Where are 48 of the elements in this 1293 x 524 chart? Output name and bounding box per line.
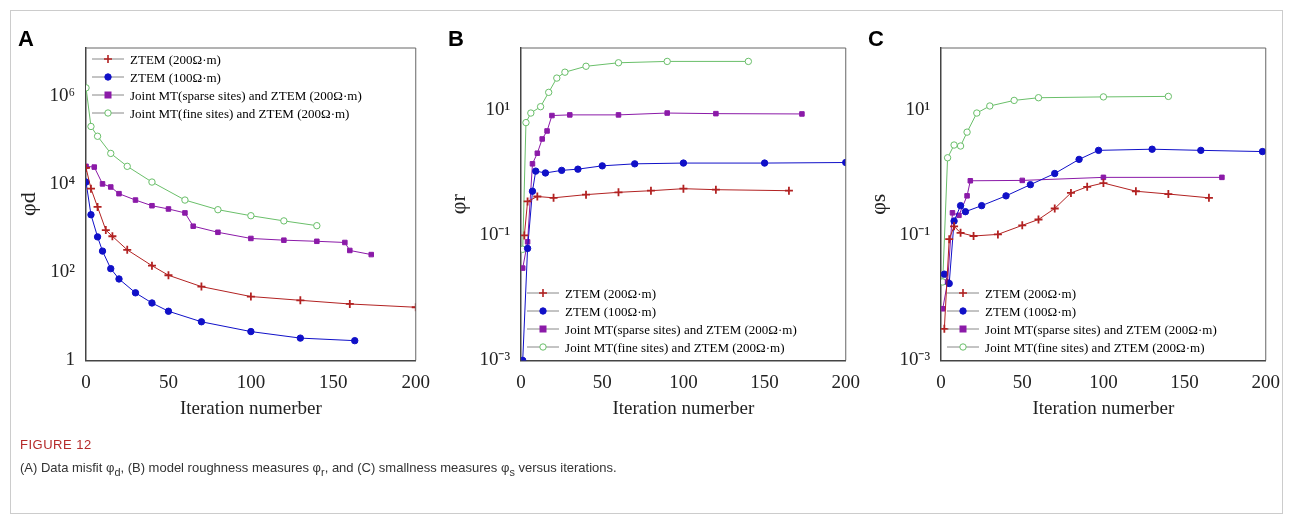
x-tick-label: 200 xyxy=(831,370,860,392)
y-tick-label: 10⁻³ xyxy=(479,348,511,370)
legend-label: ZTEM (100Ω·m) xyxy=(130,68,221,86)
y-axis-title: φr xyxy=(444,193,470,215)
chart-title: A xyxy=(18,26,34,52)
legend-label: Joint MT(fine sites) and ZTEM (200Ω·m) xyxy=(985,338,1205,356)
y-tick-label: 10⁻³ xyxy=(899,348,931,370)
y-axis-title: φd xyxy=(14,192,40,217)
x-tick-label: 50 xyxy=(592,370,612,392)
legend-label: ZTEM (200Ω·m) xyxy=(985,284,1076,302)
legend-label: Joint MT(fine sites) and ZTEM (200Ω·m) xyxy=(565,338,785,356)
x-tick-label: 100 xyxy=(1089,370,1118,392)
legend-label: Joint MT(sparse sites) and ZTEM (200Ω·m) xyxy=(130,86,362,104)
legend-label: ZTEM (200Ω·m) xyxy=(565,284,656,302)
y-tick-label: 10¹ xyxy=(905,98,931,120)
x-axis-title: Iteration numerber xyxy=(612,396,756,418)
legend-label: Joint MT(sparse sites) and ZTEM (200Ω·m) xyxy=(565,320,797,338)
x-tick-label: 50 xyxy=(1012,370,1032,392)
y-tick-label: 10⁻¹ xyxy=(899,223,931,245)
legend-label: ZTEM (100Ω·m) xyxy=(565,302,656,320)
y-tick-label: 10⁶ xyxy=(49,83,76,105)
legend-label: Joint MT(fine sites) and ZTEM (200Ω·m) xyxy=(130,104,350,122)
x-tick-label: 0 xyxy=(81,370,91,392)
y-axis-title: φs xyxy=(864,193,890,215)
y-tick-label: 10⁻¹ xyxy=(479,223,511,245)
chart-title: C xyxy=(868,26,884,52)
y-tick-label: 10¹ xyxy=(485,98,511,120)
caption: FIGURE 12 xyxy=(20,437,93,452)
y-tick-label: 10² xyxy=(50,260,76,282)
x-axis-title: Iteration numerber xyxy=(1032,396,1176,418)
legend-label: ZTEM (200Ω·m) xyxy=(130,50,221,68)
y-tick-label: 1 xyxy=(65,348,76,370)
legend-label: ZTEM (100Ω·m) xyxy=(985,302,1076,320)
x-tick-label: 0 xyxy=(516,370,526,392)
x-tick-label: 0 xyxy=(936,370,946,392)
x-tick-label: 100 xyxy=(669,370,698,392)
x-tick-label: 100 xyxy=(236,370,266,392)
legend-label: Joint MT(sparse sites) and ZTEM (200Ω·m) xyxy=(985,320,1217,338)
x-tick-label: 50 xyxy=(158,370,178,392)
x-axis-title: Iteration numerber xyxy=(179,396,323,418)
text: (A) Data misfit φ$_{d}$, (B) model roughness measures φ$_{r}$, and (C) smallness measures φ$_{s}$ versus iterations. xyxy=(20,460,617,478)
x-tick-label: 150 xyxy=(319,370,348,392)
chart-title: B xyxy=(448,26,464,52)
x-tick-label: 200 xyxy=(401,370,430,392)
x-tick-label: 200 xyxy=(1251,370,1280,392)
y-tick-label: 10⁴ xyxy=(49,171,76,193)
x-tick-label: 150 xyxy=(750,370,779,392)
x-tick-label: 150 xyxy=(1170,370,1199,392)
